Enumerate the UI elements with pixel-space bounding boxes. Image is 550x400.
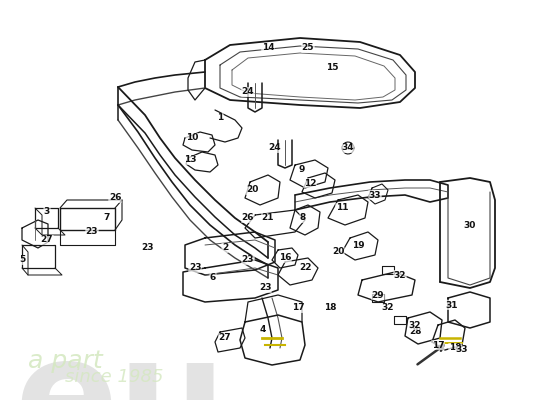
Text: 12: 12 (304, 178, 316, 188)
Text: 24: 24 (241, 88, 254, 96)
Text: 4: 4 (260, 326, 266, 334)
Text: 11: 11 (336, 204, 348, 212)
Text: 22: 22 (299, 264, 311, 272)
Text: 29: 29 (372, 290, 384, 300)
Text: 18: 18 (324, 304, 336, 312)
Text: 28: 28 (409, 328, 421, 336)
Text: 8: 8 (300, 214, 306, 222)
Text: 23: 23 (258, 284, 271, 292)
Text: 34: 34 (342, 144, 354, 152)
Text: 19: 19 (351, 240, 364, 250)
Text: 2: 2 (222, 244, 228, 252)
Text: 20: 20 (332, 248, 344, 256)
Text: 24: 24 (269, 144, 281, 152)
Text: 1: 1 (217, 114, 223, 122)
Text: 27: 27 (41, 236, 53, 244)
Text: 30: 30 (464, 220, 476, 230)
Text: 33: 33 (368, 190, 381, 200)
Text: 14: 14 (262, 44, 274, 52)
Text: 17: 17 (432, 340, 444, 350)
Text: 23: 23 (189, 264, 201, 272)
Text: 32: 32 (382, 304, 394, 312)
Text: 32: 32 (409, 320, 421, 330)
Text: 6: 6 (210, 274, 216, 282)
Text: 18: 18 (449, 344, 461, 352)
Text: 17: 17 (292, 304, 304, 312)
Text: 9: 9 (299, 166, 305, 174)
Text: since 1985: since 1985 (65, 368, 163, 386)
Text: 26: 26 (242, 214, 254, 222)
Text: a part: a part (28, 349, 103, 373)
Text: 25: 25 (302, 44, 314, 52)
Text: 31: 31 (446, 300, 458, 310)
Text: 23: 23 (242, 256, 254, 264)
Text: 15: 15 (326, 64, 338, 72)
Text: 7: 7 (104, 214, 110, 222)
Text: 32: 32 (394, 270, 406, 280)
Text: 23: 23 (86, 228, 98, 236)
Text: 10: 10 (186, 134, 198, 142)
Text: 5: 5 (19, 256, 25, 264)
Text: 13: 13 (184, 156, 196, 164)
Text: 3: 3 (44, 208, 50, 216)
Text: 33: 33 (456, 346, 468, 354)
Text: eu: eu (14, 330, 227, 400)
Text: 16: 16 (279, 254, 292, 262)
Text: 20: 20 (246, 186, 258, 194)
Text: 26: 26 (109, 194, 121, 202)
Text: 27: 27 (219, 334, 232, 342)
Text: 23: 23 (142, 244, 154, 252)
Text: 21: 21 (262, 214, 274, 222)
